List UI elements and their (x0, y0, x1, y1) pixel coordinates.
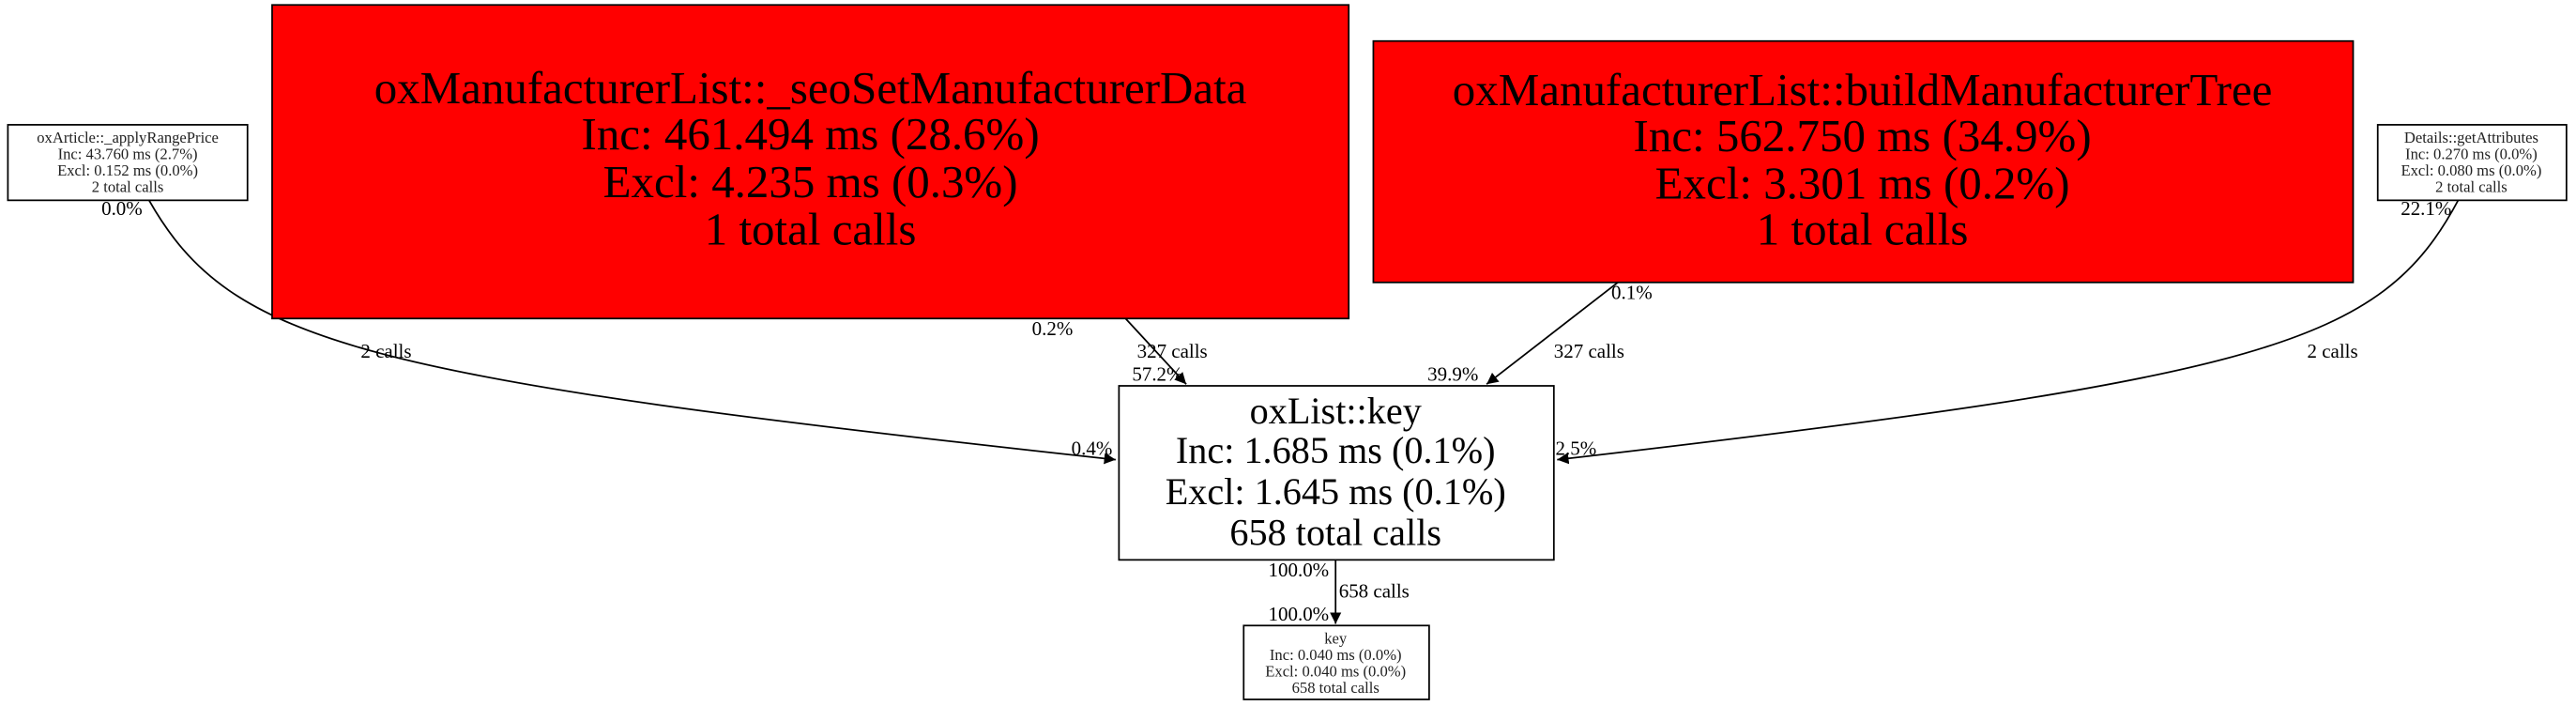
node-box (7, 124, 249, 202)
node-box (1372, 39, 2355, 284)
node-calls: 1 total calls (705, 204, 917, 255)
edge-dst-pct: 2.5% (1556, 437, 1597, 459)
node-inc: Inc: 43.760 ms (2.7%) (58, 146, 198, 163)
node-excl: Excl: 4.235 ms (0.3%) (603, 156, 1018, 207)
edge-src-pct: 0.2% (1032, 317, 1074, 340)
edge (1486, 282, 1619, 385)
edge-dst-pct: 39.9% (1427, 363, 1478, 386)
node-inc: Inc: 562.750 ms (34.9%) (1634, 110, 2092, 161)
node-excl: Excl: 0.080 ms (0.0%) (2401, 161, 2541, 179)
node-calls: 2 total calls (92, 178, 164, 196)
edge (1124, 317, 1187, 385)
node-name: oxArticle::_applyRangePrice (37, 129, 219, 146)
edge-src-pct: 0.1% (1611, 281, 1653, 303)
node-excl: Excl: 3.301 ms (0.2%) (1655, 158, 2070, 209)
node-name: Details::getAttributes (2404, 129, 2538, 146)
node-inc: Inc: 0.270 ms (0.0%) (2405, 146, 2538, 163)
edge-calls: 327 calls (1137, 340, 1208, 362)
edge-calls: 658 calls (1339, 580, 1410, 603)
node-excl: Excl: 0.152 ms (0.0%) (57, 161, 198, 179)
node-name: oxManufacturerList::buildManufacturerTre… (1453, 64, 2273, 115)
node-name: oxList::key (1250, 390, 1422, 432)
edge (148, 199, 1116, 465)
edge-dst-pct: 100.0% (1269, 603, 1330, 625)
node-name: oxManufacturerList::_seoSetManufacturerD… (374, 62, 1247, 114)
node-calls: 1 total calls (1757, 204, 1969, 255)
edge-dst-pct: 0.4% (1072, 437, 1113, 459)
node-excl: Excl: 1.645 ms (0.1%) (1166, 470, 1506, 513)
node-inc: Inc: 1.685 ms (0.1%) (1176, 429, 1496, 471)
node-box (1118, 385, 1555, 561)
node-box (1242, 624, 1430, 700)
edge-calls: 327 calls (1554, 340, 1624, 362)
node-calls: 658 total calls (1292, 679, 1379, 697)
node-name: key (1324, 630, 1348, 648)
node-box (2376, 124, 2568, 202)
edge-dst-pct: 57.2% (1132, 363, 1182, 386)
node-inc: Inc: 0.040 ms (0.0%) (1270, 646, 1402, 664)
edge-calls: 2 calls (2308, 340, 2358, 362)
node-excl: Excl: 0.040 ms (0.0%) (1265, 663, 1406, 681)
edge (1557, 199, 2460, 465)
node-calls: 2 total calls (2435, 178, 2507, 196)
edge-src-pct: 100.0% (1269, 559, 1330, 581)
node-inc: Inc: 461.494 ms (28.6%) (582, 108, 1040, 160)
node-box (271, 4, 1350, 320)
edge-calls: 2 calls (360, 340, 411, 362)
node-calls: 658 total calls (1229, 512, 1441, 554)
